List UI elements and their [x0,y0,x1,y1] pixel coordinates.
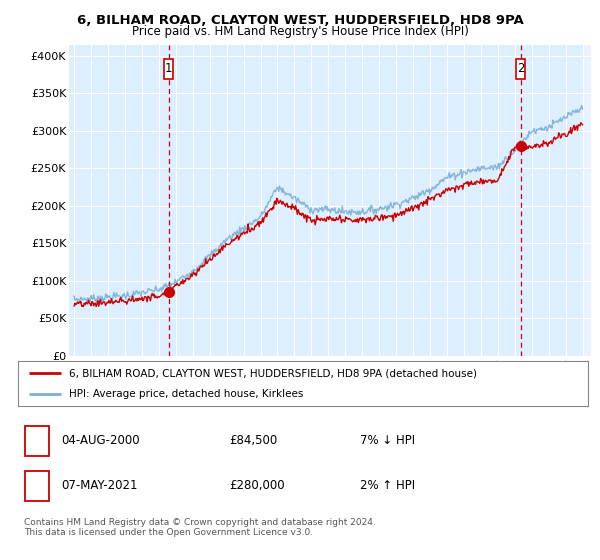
Text: 6, BILHAM ROAD, CLAYTON WEST, HUDDERSFIELD, HD8 9PA: 6, BILHAM ROAD, CLAYTON WEST, HUDDERSFIE… [77,14,523,27]
Text: 07-MAY-2021: 07-MAY-2021 [61,479,137,492]
Text: £280,000: £280,000 [229,479,284,492]
FancyBboxPatch shape [164,59,173,78]
Text: HPI: Average price, detached house, Kirklees: HPI: Average price, detached house, Kirk… [70,389,304,399]
Polygon shape [583,45,591,356]
Text: Contains HM Land Registry data © Crown copyright and database right 2024.
This d: Contains HM Land Registry data © Crown c… [24,518,376,538]
Text: 2: 2 [517,62,524,75]
FancyBboxPatch shape [25,426,49,456]
FancyBboxPatch shape [516,59,526,78]
Text: Price paid vs. HM Land Registry's House Price Index (HPI): Price paid vs. HM Land Registry's House … [131,25,469,38]
FancyBboxPatch shape [25,472,49,501]
Text: 1: 1 [33,435,41,447]
Text: 2: 2 [33,479,41,492]
Text: £84,500: £84,500 [229,435,277,447]
Text: 04-AUG-2000: 04-AUG-2000 [61,435,139,447]
Text: 7% ↓ HPI: 7% ↓ HPI [360,435,415,447]
Text: 1: 1 [165,62,172,75]
Text: 2% ↑ HPI: 2% ↑ HPI [360,479,415,492]
Text: 6, BILHAM ROAD, CLAYTON WEST, HUDDERSFIELD, HD8 9PA (detached house): 6, BILHAM ROAD, CLAYTON WEST, HUDDERSFIE… [70,368,478,379]
